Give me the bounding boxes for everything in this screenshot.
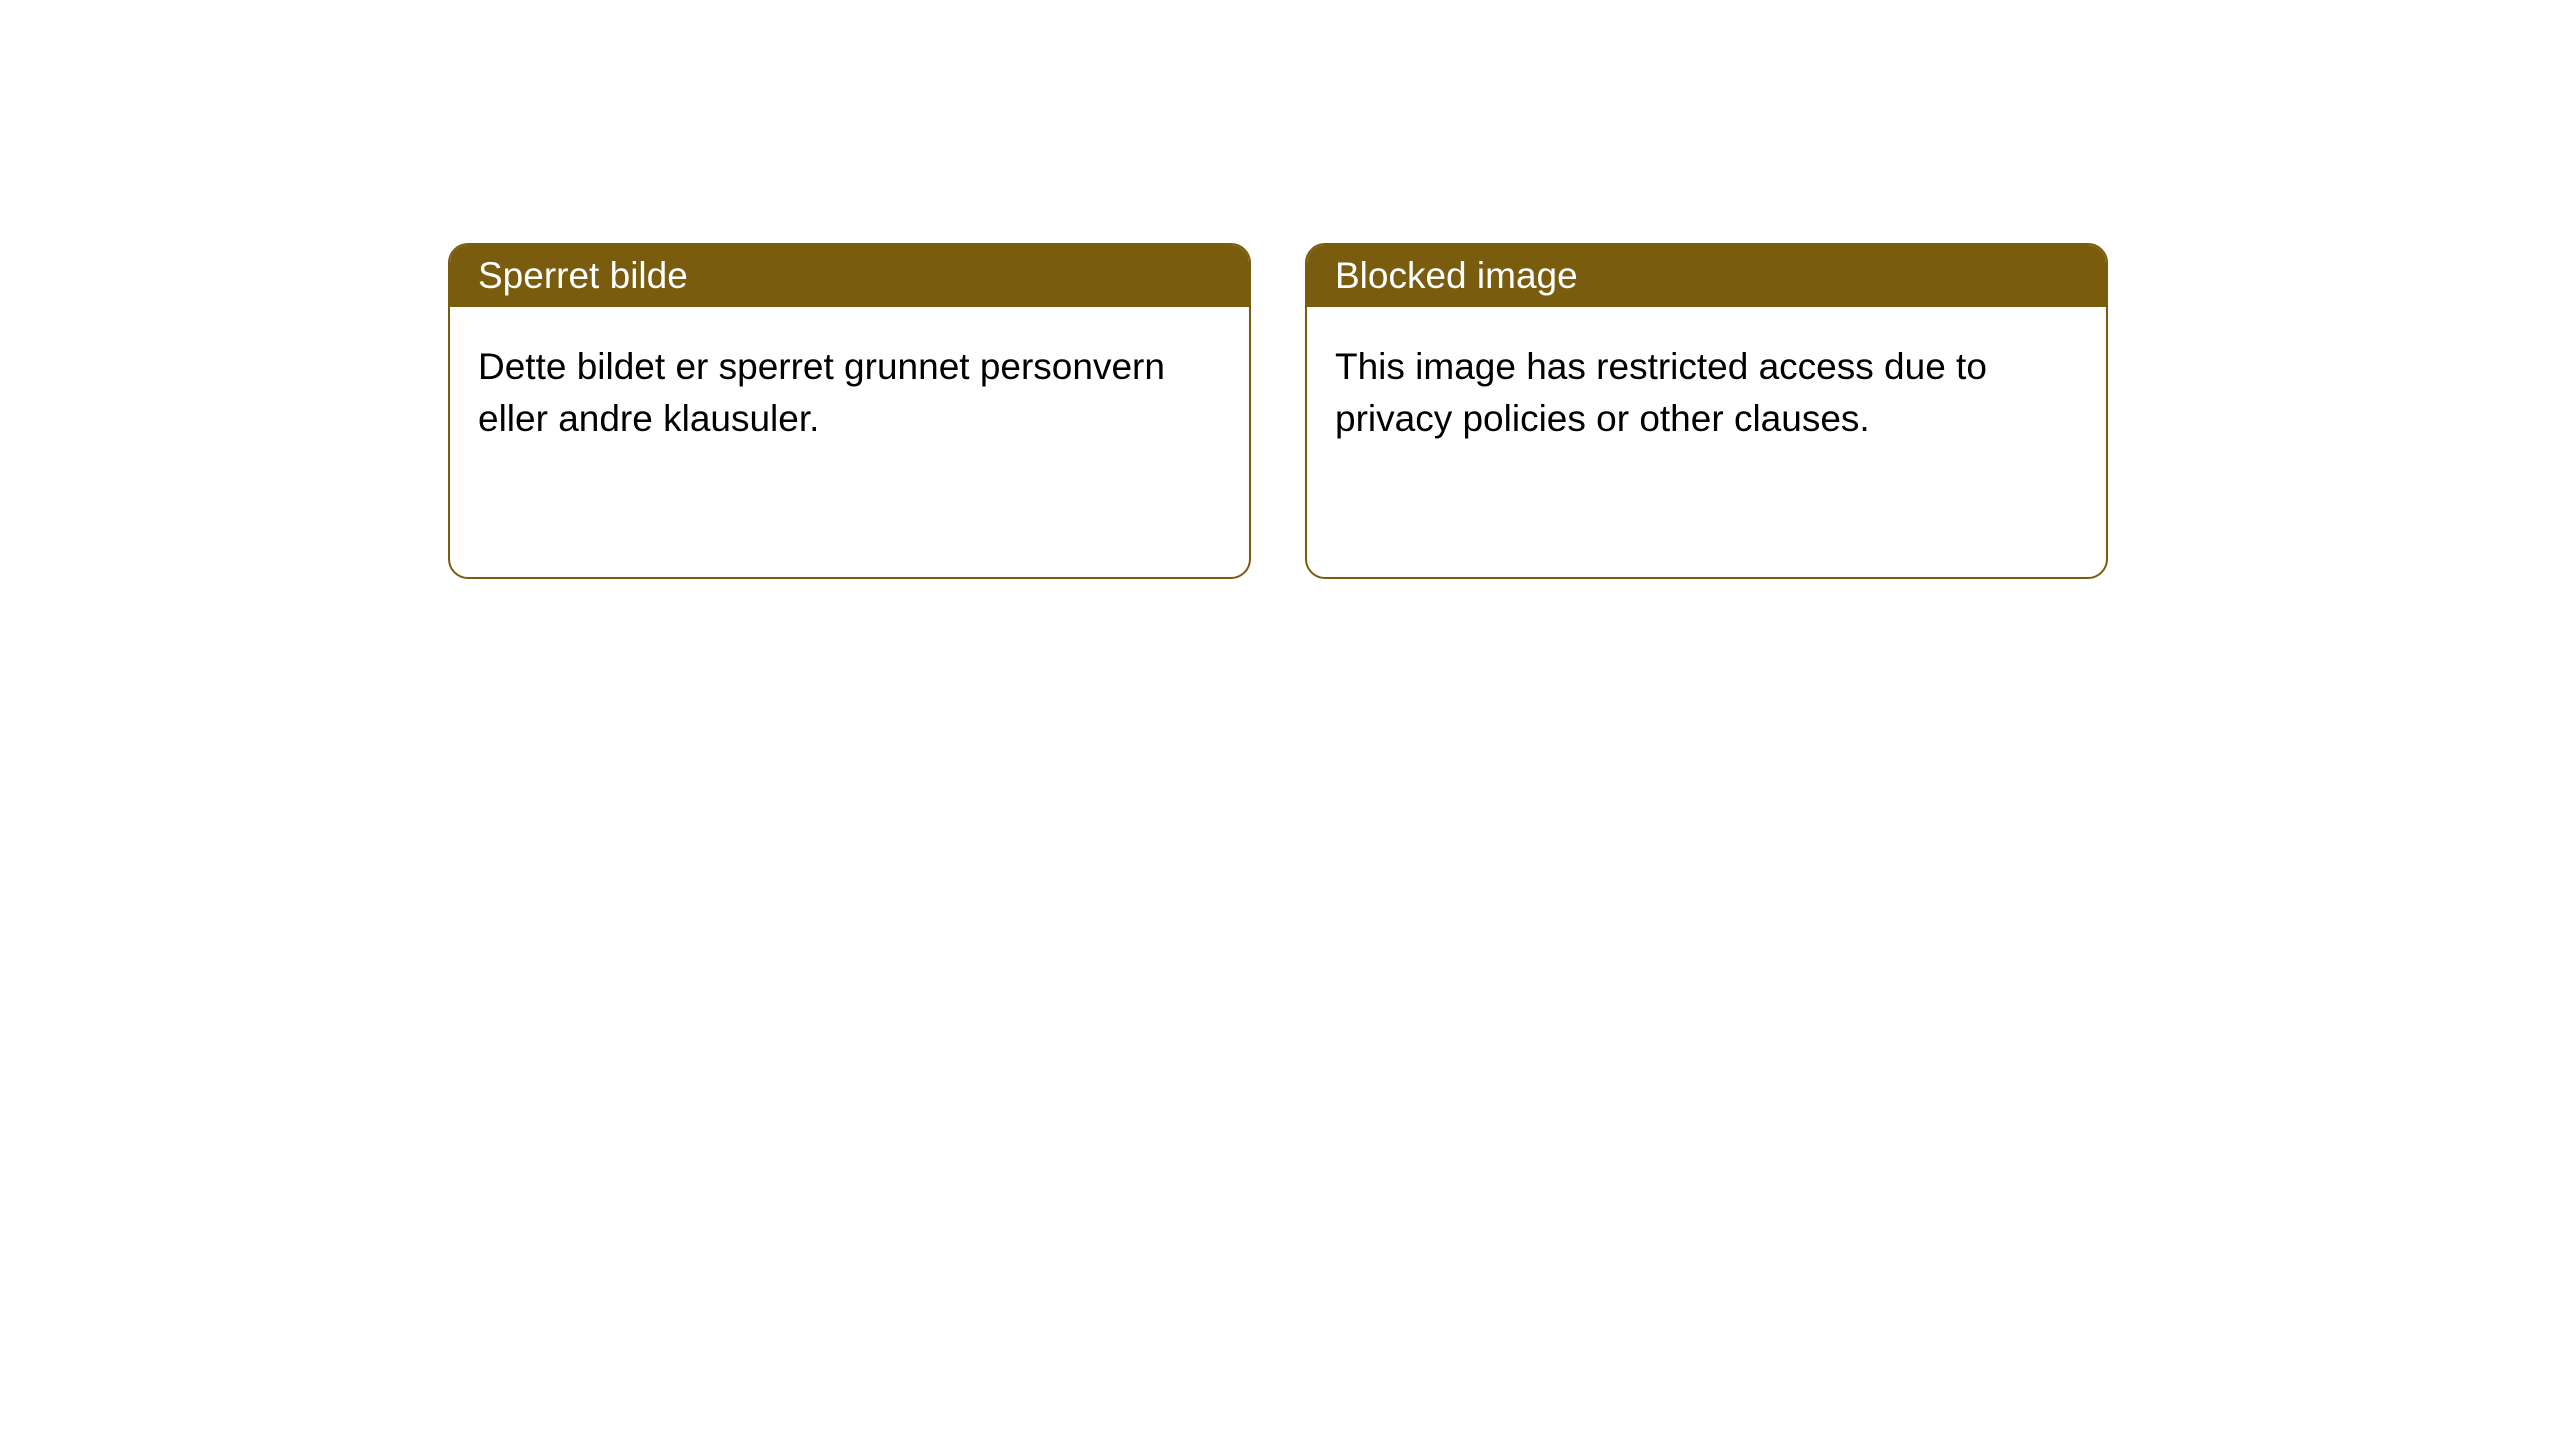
card-body-text: Dette bildet er sperret grunnet personve… bbox=[478, 346, 1165, 439]
card-body: This image has restricted access due to … bbox=[1307, 307, 2106, 577]
card-title: Blocked image bbox=[1335, 255, 1578, 296]
card-header: Blocked image bbox=[1307, 245, 2106, 307]
card-body-text: This image has restricted access due to … bbox=[1335, 346, 1987, 439]
card-title: Sperret bilde bbox=[478, 255, 688, 296]
cards-container: Sperret bilde Dette bildet er sperret gr… bbox=[0, 0, 2560, 579]
card-header: Sperret bilde bbox=[450, 245, 1249, 307]
blocked-image-card-english: Blocked image This image has restricted … bbox=[1305, 243, 2108, 579]
blocked-image-card-norwegian: Sperret bilde Dette bildet er sperret gr… bbox=[448, 243, 1251, 579]
card-body: Dette bildet er sperret grunnet personve… bbox=[450, 307, 1249, 577]
